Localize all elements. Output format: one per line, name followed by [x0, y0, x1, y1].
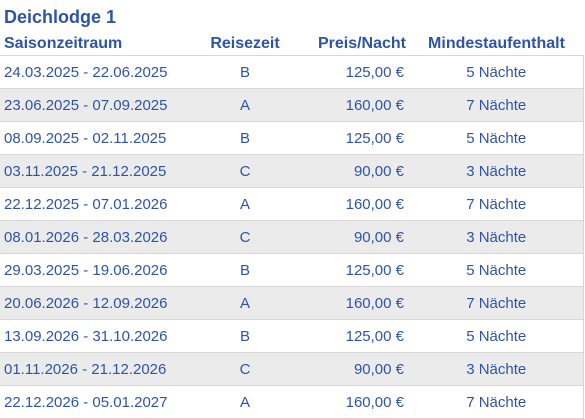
cell-season: B — [190, 253, 300, 287]
cell-min-stay: 5 Nächte — [410, 253, 584, 287]
cell-min-stay: 7 Nächte — [410, 286, 584, 320]
cell-price: 160,00 € — [300, 385, 410, 419]
table-row: 24.03.2025 - 22.06.2025 B 125,00 € 5 Näc… — [0, 55, 584, 89]
cell-min-stay: 3 Nächte — [410, 220, 584, 254]
cell-price: 90,00 € — [300, 154, 410, 188]
cell-price: 90,00 € — [300, 352, 410, 386]
cell-season: A — [190, 88, 300, 122]
table-row: 13.09.2026 - 31.10.2026 B 125,00 € 5 Näc… — [0, 319, 584, 353]
cell-season: B — [190, 319, 300, 353]
cell-min-stay: 5 Nächte — [410, 121, 584, 155]
table-row: 29.03.2025 - 19.06.2026 B 125,00 € 5 Näc… — [0, 253, 584, 287]
cell-price: 125,00 € — [300, 319, 410, 353]
cell-price: 125,00 € — [300, 121, 410, 155]
cell-price: 160,00 € — [300, 187, 410, 221]
cell-period: 03.11.2025 - 21.12.2025 — [0, 154, 190, 188]
cell-min-stay: 5 Nächte — [410, 319, 584, 353]
table-row: 08.09.2025 - 02.11.2025 B 125,00 € 5 Näc… — [0, 121, 584, 155]
cell-period: 29.03.2025 - 19.06.2026 — [0, 253, 190, 287]
cell-period: 22.12.2025 - 07.01.2026 — [0, 187, 190, 221]
cell-period: 08.01.2026 - 28.03.2026 — [0, 220, 190, 254]
table-row: 20.06.2026 - 12.09.2026 A 160,00 € 7 Näc… — [0, 286, 584, 320]
table-row: 23.06.2025 - 07.09.2025 A 160,00 € 7 Näc… — [0, 88, 584, 122]
header-min-stay: Mindestaufenthalt — [428, 35, 565, 52]
cell-price: 90,00 € — [300, 220, 410, 254]
cell-season: A — [190, 286, 300, 320]
page-title: Deichlodge 1 — [4, 7, 117, 27]
table-row: 08.01.2026 - 28.03.2026 C 90,00 € 3 Näch… — [0, 220, 584, 254]
table-row: 01.11.2026 - 21.12.2026 C 90,00 € 3 Näch… — [0, 352, 584, 386]
cell-period: 01.11.2026 - 21.12.2026 — [0, 352, 190, 386]
cell-min-stay: 7 Nächte — [410, 187, 584, 221]
table-row: 22.12.2025 - 07.01.2026 A 160,00 € 7 Näc… — [0, 187, 584, 221]
cell-min-stay: 3 Nächte — [410, 352, 584, 386]
cell-period: 13.09.2026 - 31.10.2026 — [0, 319, 190, 353]
cell-period: 08.09.2025 - 02.11.2025 — [0, 121, 190, 155]
table-row: 03.11.2025 - 21.12.2025 C 90,00 € 3 Näch… — [0, 154, 584, 188]
table-header-row: Saisonzeitraum Reisezeit Preis/Nacht Min… — [0, 33, 583, 56]
cell-season: B — [190, 55, 300, 89]
cell-season: A — [190, 187, 300, 221]
cell-period: 22.12.2026 - 05.01.2027 — [0, 385, 190, 419]
cell-season: C — [190, 154, 300, 188]
header-period: Saisonzeitraum — [4, 35, 123, 52]
cell-min-stay: 7 Nächte — [410, 385, 584, 419]
season-price-table: Saisonzeitraum Reisezeit Preis/Nacht Min… — [0, 33, 584, 419]
cell-price: 125,00 € — [300, 55, 410, 89]
table-row: 22.12.2026 - 05.01.2027 A 160,00 € 7 Näc… — [0, 385, 584, 419]
cell-min-stay: 7 Nächte — [410, 88, 584, 122]
cell-min-stay: 3 Nächte — [410, 154, 584, 188]
cell-period: 20.06.2026 - 12.09.2026 — [0, 286, 190, 320]
header-season: Reisezeit — [210, 35, 280, 52]
cell-period: 23.06.2025 - 07.09.2025 — [0, 88, 190, 122]
cell-price: 125,00 € — [300, 253, 410, 287]
cell-price: 160,00 € — [300, 88, 410, 122]
cell-period: 24.03.2025 - 22.06.2025 — [0, 55, 190, 89]
cell-min-stay: 5 Nächte — [410, 55, 584, 89]
cell-season: C — [190, 220, 300, 254]
header-price: Preis/Nacht — [317, 35, 406, 52]
cell-season: B — [190, 121, 300, 155]
cell-price: 160,00 € — [300, 286, 410, 320]
cell-season: C — [190, 352, 300, 386]
cell-season: A — [190, 385, 300, 419]
